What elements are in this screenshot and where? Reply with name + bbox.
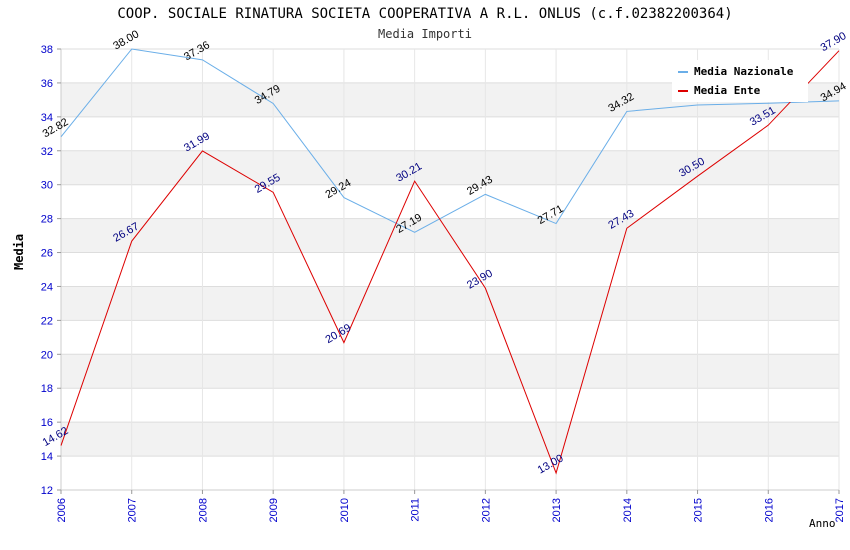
x-tick-label: 2008 (197, 498, 209, 522)
y-axis-ticks: 12 14 16 18 20 22 24 26 28 30 32 34 36 38 (41, 44, 61, 497)
y-tick-label: 12 (41, 485, 53, 497)
grid-band (61, 354, 839, 389)
x-axis-ticks: 2006 2007 2008 2009 2010 2011 2012 2013 2014 2015… (56, 490, 846, 522)
y-tick-label: 18 (41, 383, 53, 395)
x-tick-label: 2006 (56, 498, 68, 522)
y-tick-label: 34 (41, 112, 53, 124)
series-lines (60, 48, 840, 475)
grid-bands (61, 82, 839, 457)
y-tick-label: 22 (41, 315, 53, 327)
x-tick-label: 2016 (763, 498, 775, 522)
legend-swatch-media-nazionale (678, 71, 688, 73)
axes (60, 49, 839, 491)
y-tick-label: 28 (41, 214, 53, 226)
x-tick-label: 2012 (480, 498, 492, 522)
x-tick-label: 2010 (339, 498, 351, 522)
x-tick-label: 2007 (127, 498, 139, 522)
y-tick-label: 20 (41, 349, 53, 361)
grid-band (61, 150, 839, 185)
chart-subtitle: Media Importi (378, 27, 472, 41)
x-tick-label: 2011 (410, 498, 422, 522)
y-tick-label: 14 (41, 451, 53, 463)
x-tick-label: 2013 (551, 498, 563, 522)
data-label: 37.36 (182, 39, 212, 63)
legend-item-media-ente: Media Ente (678, 84, 760, 97)
y-tick-label: 36 (41, 78, 53, 90)
legend-label-media-ente: Media Ente (694, 84, 761, 97)
y-axis-label: Media (12, 233, 26, 270)
grid-lines (60, 48, 840, 491)
legend-item-media-nazionale: Media Nazionale (678, 65, 793, 78)
y-tick-label: 24 (41, 281, 53, 293)
y-tick-label: 16 (41, 417, 53, 429)
x-tick-label: 2017 (834, 498, 846, 522)
y-tick-label: 32 (41, 146, 53, 158)
series-line-media-ente (60, 50, 840, 475)
legend-swatch-media-ente (678, 90, 688, 92)
x-axis-label: Anno (809, 517, 836, 530)
grid-band (61, 422, 839, 457)
x-tick-label: 2015 (693, 498, 705, 522)
y-tick-label: 26 (41, 248, 53, 260)
y-tick-label: 38 (41, 44, 53, 56)
chart-title: COOP. SOCIALE RINATURA SOCIETA COOPERATI… (117, 6, 733, 22)
data-label: 20.69 (323, 322, 353, 346)
legend-label-media-nazionale: Media Nazionale (694, 65, 794, 78)
legend: Media Nazionale Media Ente (672, 60, 808, 102)
x-tick-label: 2014 (622, 498, 634, 522)
y-tick-label: 30 (41, 180, 53, 192)
x-tick-label: 2009 (268, 498, 280, 522)
grid-band (61, 286, 839, 321)
series-line-media-nazionale (60, 48, 840, 233)
grid-band (61, 218, 839, 253)
